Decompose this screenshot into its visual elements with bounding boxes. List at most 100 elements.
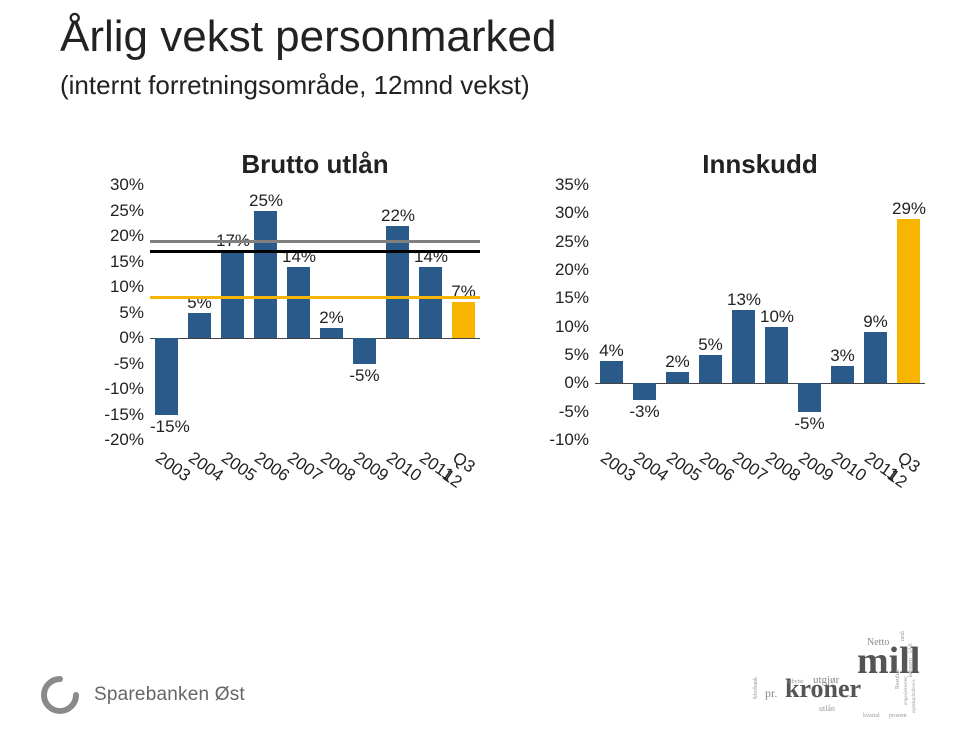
x-tick-label: 2009 xyxy=(349,448,391,486)
x-tick-label: 2009 xyxy=(794,448,836,486)
y-tick-label: 5% xyxy=(540,345,589,365)
bar xyxy=(188,313,211,339)
svg-text:Morbank: Morbank xyxy=(753,677,759,699)
chart-innskudd: Innskudd-10%-5%0%5%10%15%20%25%30%35%4%-… xyxy=(540,155,925,490)
bar-value-label: 29% xyxy=(892,199,925,219)
bar xyxy=(155,338,178,415)
bar-value-label: 22% xyxy=(381,206,414,226)
y-tick-label: 5% xyxy=(95,303,144,323)
y-tick-label: 25% xyxy=(95,201,144,221)
bar xyxy=(254,211,277,339)
bar-value-label: -3% xyxy=(628,402,661,422)
x-tick-label: 2005 xyxy=(217,448,259,486)
chart-title: Innskudd xyxy=(595,149,925,180)
y-tick-label: 30% xyxy=(540,203,589,223)
bar-value-label: 10% xyxy=(760,307,793,327)
svg-text:prosent: prosent xyxy=(889,713,907,719)
bar-value-label: 13% xyxy=(727,290,760,310)
svg-text:utlån: utlån xyxy=(819,704,835,713)
svg-text:nedskrivninger: nedskrivninger xyxy=(900,631,906,641)
x-tick-label: 2006 xyxy=(695,448,737,486)
bar xyxy=(221,251,244,338)
y-tick-label: -20% xyxy=(95,430,144,450)
svg-text:engasjementer: engasjementer xyxy=(904,676,909,705)
svg-text:konsern: konsern xyxy=(908,658,914,677)
wa-s1: Netto xyxy=(867,637,889,648)
x-tick-label: 2004 xyxy=(184,448,226,486)
bar-value-label: -15% xyxy=(150,417,183,437)
x-tick-label: 2006 xyxy=(250,448,292,486)
reference-line xyxy=(150,250,480,253)
y-tick-label: 35% xyxy=(540,175,589,195)
y-tick-label: 15% xyxy=(95,252,144,272)
y-tick-label: 10% xyxy=(95,277,144,297)
bar-value-label: 25% xyxy=(249,191,282,211)
reference-line xyxy=(150,240,480,243)
bar-value-label: 7% xyxy=(447,282,480,302)
chart-brutto-utlaan: Brutto utlån-20%-15%-10%-5%0%5%10%15%20%… xyxy=(95,155,480,490)
bar-value-label: -5% xyxy=(793,414,826,434)
bank-logo-icon xyxy=(40,675,80,715)
x-tick-label: 2008 xyxy=(761,448,803,486)
bar-value-label: 2% xyxy=(661,352,694,372)
bar xyxy=(765,327,788,384)
y-tick-label: -5% xyxy=(540,402,589,422)
svg-text:Resultat: Resultat xyxy=(895,669,901,689)
svg-text:utbytte: utbytte xyxy=(787,679,804,685)
x-tick-label: 2005 xyxy=(662,448,704,486)
svg-text:egenkapitalbevis: egenkapitalbevis xyxy=(912,679,917,713)
bar-value-label: 9% xyxy=(859,312,892,332)
bar-value-label: 5% xyxy=(694,335,727,355)
word-art-icon: mill kroner Netto utgjør pr. nedskrivnin… xyxy=(749,631,919,721)
y-tick-label: 20% xyxy=(540,260,589,280)
wa-s3: pr. xyxy=(765,686,777,700)
bar-value-label: 4% xyxy=(595,341,628,361)
wa-s2: utgjør xyxy=(813,674,840,686)
x-tick-label: 2008 xyxy=(316,448,358,486)
y-tick-label: 20% xyxy=(95,226,144,246)
bar xyxy=(864,332,887,383)
y-tick-label: -15% xyxy=(95,405,144,425)
zero-line xyxy=(150,338,480,339)
x-tick-label: 2007 xyxy=(283,448,325,486)
page-subtitle: (internt forretningsområde, 12mnd vekst) xyxy=(60,70,530,101)
svg-text:IAS: IAS xyxy=(908,643,914,653)
x-tick-label: 2010 xyxy=(382,448,424,486)
page-title: Årlig vekst personmarked xyxy=(60,12,556,62)
chart-title: Brutto utlån xyxy=(150,149,480,180)
y-tick-label: 15% xyxy=(540,288,589,308)
bar xyxy=(287,267,310,338)
bar-value-label: 2% xyxy=(315,308,348,328)
bar xyxy=(699,355,722,383)
bar-value-label: -5% xyxy=(348,366,381,386)
y-tick-label: 0% xyxy=(540,373,589,393)
y-tick-label: 30% xyxy=(95,175,144,195)
y-tick-label: -10% xyxy=(95,379,144,399)
bar xyxy=(386,226,409,338)
y-tick-label: 25% xyxy=(540,232,589,252)
footer: Sparebanken Øst xyxy=(40,675,245,715)
bar xyxy=(633,383,656,400)
y-tick-label: 10% xyxy=(540,317,589,337)
bar xyxy=(666,372,689,383)
x-tick-label: 2003 xyxy=(151,448,193,486)
x-tick-label: 2003 xyxy=(596,448,638,486)
bar xyxy=(897,219,920,383)
svg-text:kvartal: kvartal xyxy=(863,713,880,719)
x-tick-label: 2007 xyxy=(728,448,770,486)
bar xyxy=(600,361,623,384)
x-tick-label: Q3 12 xyxy=(437,448,479,494)
x-tick-label: 2004 xyxy=(629,448,671,486)
bar xyxy=(452,302,475,338)
y-tick-label: -10% xyxy=(540,430,589,450)
x-tick-label: Q3 12 xyxy=(882,448,924,494)
y-tick-label: -5% xyxy=(95,354,144,374)
bar xyxy=(353,338,376,364)
footer-bank-name: Sparebanken Øst xyxy=(94,684,245,706)
bar xyxy=(798,383,821,411)
bar xyxy=(419,267,442,338)
reference-line xyxy=(150,296,480,299)
x-tick-label: 2010 xyxy=(827,448,869,486)
bar xyxy=(320,328,343,338)
bar xyxy=(831,366,854,383)
